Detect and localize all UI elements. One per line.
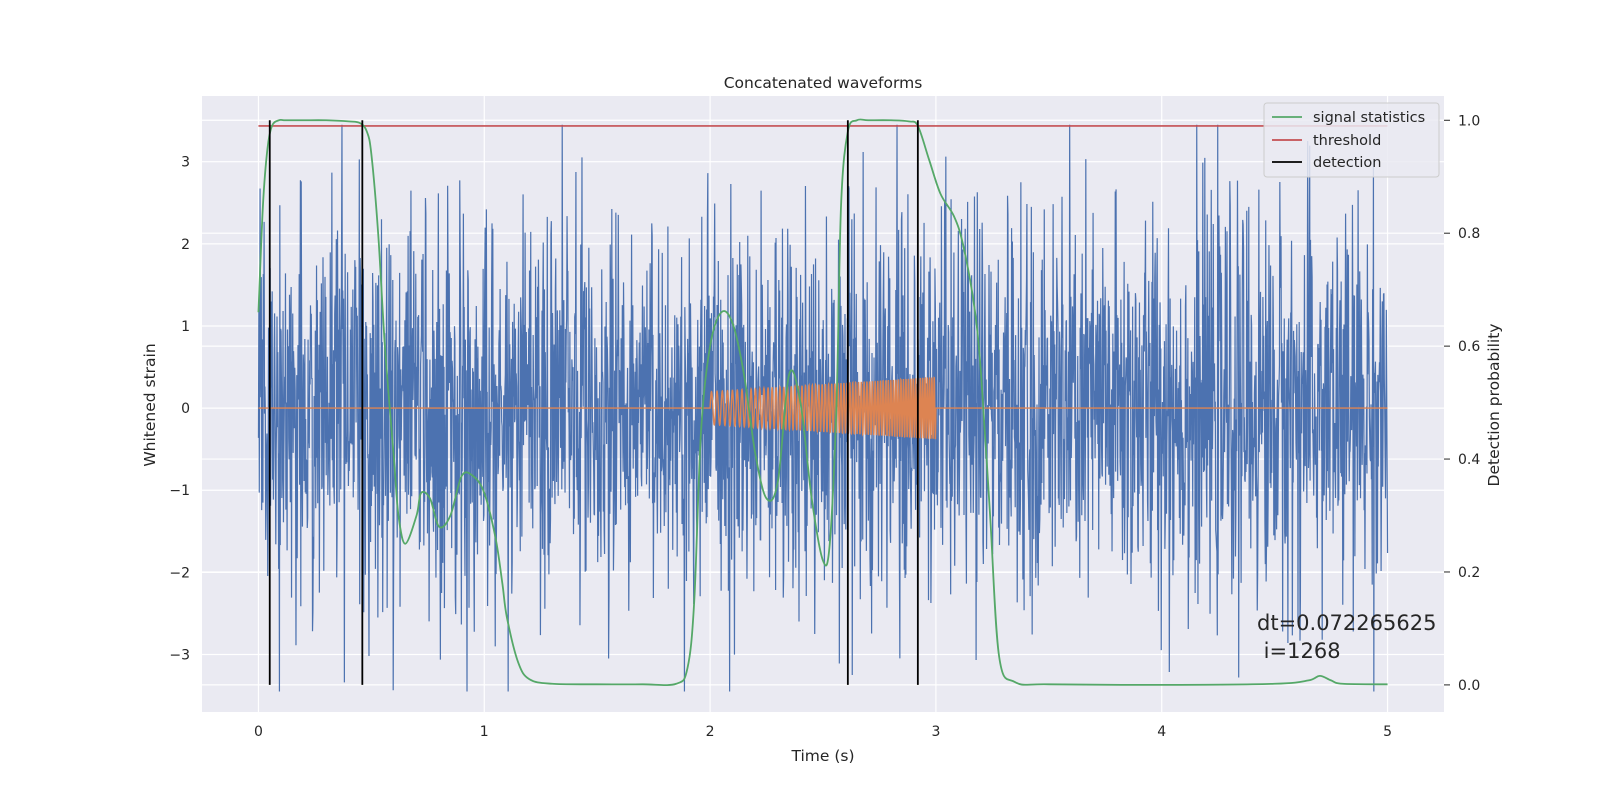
- legend-label-detection: detection: [1313, 155, 1381, 171]
- y-tick-label: 0: [181, 401, 190, 417]
- y2-tick-label: 0.8: [1458, 226, 1480, 242]
- y-tick-label: 1: [181, 319, 190, 335]
- x-tick-label: 2: [706, 724, 715, 740]
- legend: signal statistics threshold detection: [1263, 102, 1440, 178]
- y-tick-label: −2: [169, 565, 190, 581]
- y-tick-label: 3: [181, 155, 190, 171]
- y2-tick-label: 1.0: [1458, 113, 1480, 129]
- chart-title: Concatenated waveforms: [724, 74, 923, 92]
- y-tick-label: 2: [181, 237, 190, 253]
- y-tick-label: −1: [169, 483, 190, 499]
- signal-statistics-line: [257, 118, 1388, 687]
- legend-label-signal-statistics: signal statistics: [1313, 110, 1425, 126]
- y2-axis-label: Detection probability: [1485, 324, 1503, 487]
- annotation-dt: dt=0.072265625: [1257, 611, 1436, 635]
- y2-tick-label: 0.2: [1458, 565, 1480, 581]
- x-tick-label: 1: [480, 724, 489, 740]
- y2-tick-label: 0.4: [1458, 452, 1480, 468]
- x-tick-label: 3: [931, 724, 940, 740]
- annotation-index: i=1268: [1257, 639, 1341, 663]
- y-axis-label: Whitened strain: [141, 343, 159, 466]
- ticks: 0 1 2 3 4 5 −3 −2 −1 0 1 2 3 0.0 0.2 0.4 0.6 0.8 1.0: [169, 113, 1480, 740]
- x-tick-label: 0: [254, 724, 263, 740]
- x-tick-label: 5: [1383, 724, 1392, 740]
- y-tick-label: −3: [169, 648, 190, 664]
- y2-tick-label: 0.0: [1458, 678, 1480, 694]
- legend-label-threshold: threshold: [1313, 133, 1381, 149]
- legend-box: [1263, 102, 1440, 178]
- x-tick-label: 4: [1157, 724, 1166, 740]
- x-axis-label: Time (s): [790, 747, 854, 765]
- series-layer: [257, 118, 1389, 692]
- y2-tick-label: 0.6: [1458, 339, 1480, 355]
